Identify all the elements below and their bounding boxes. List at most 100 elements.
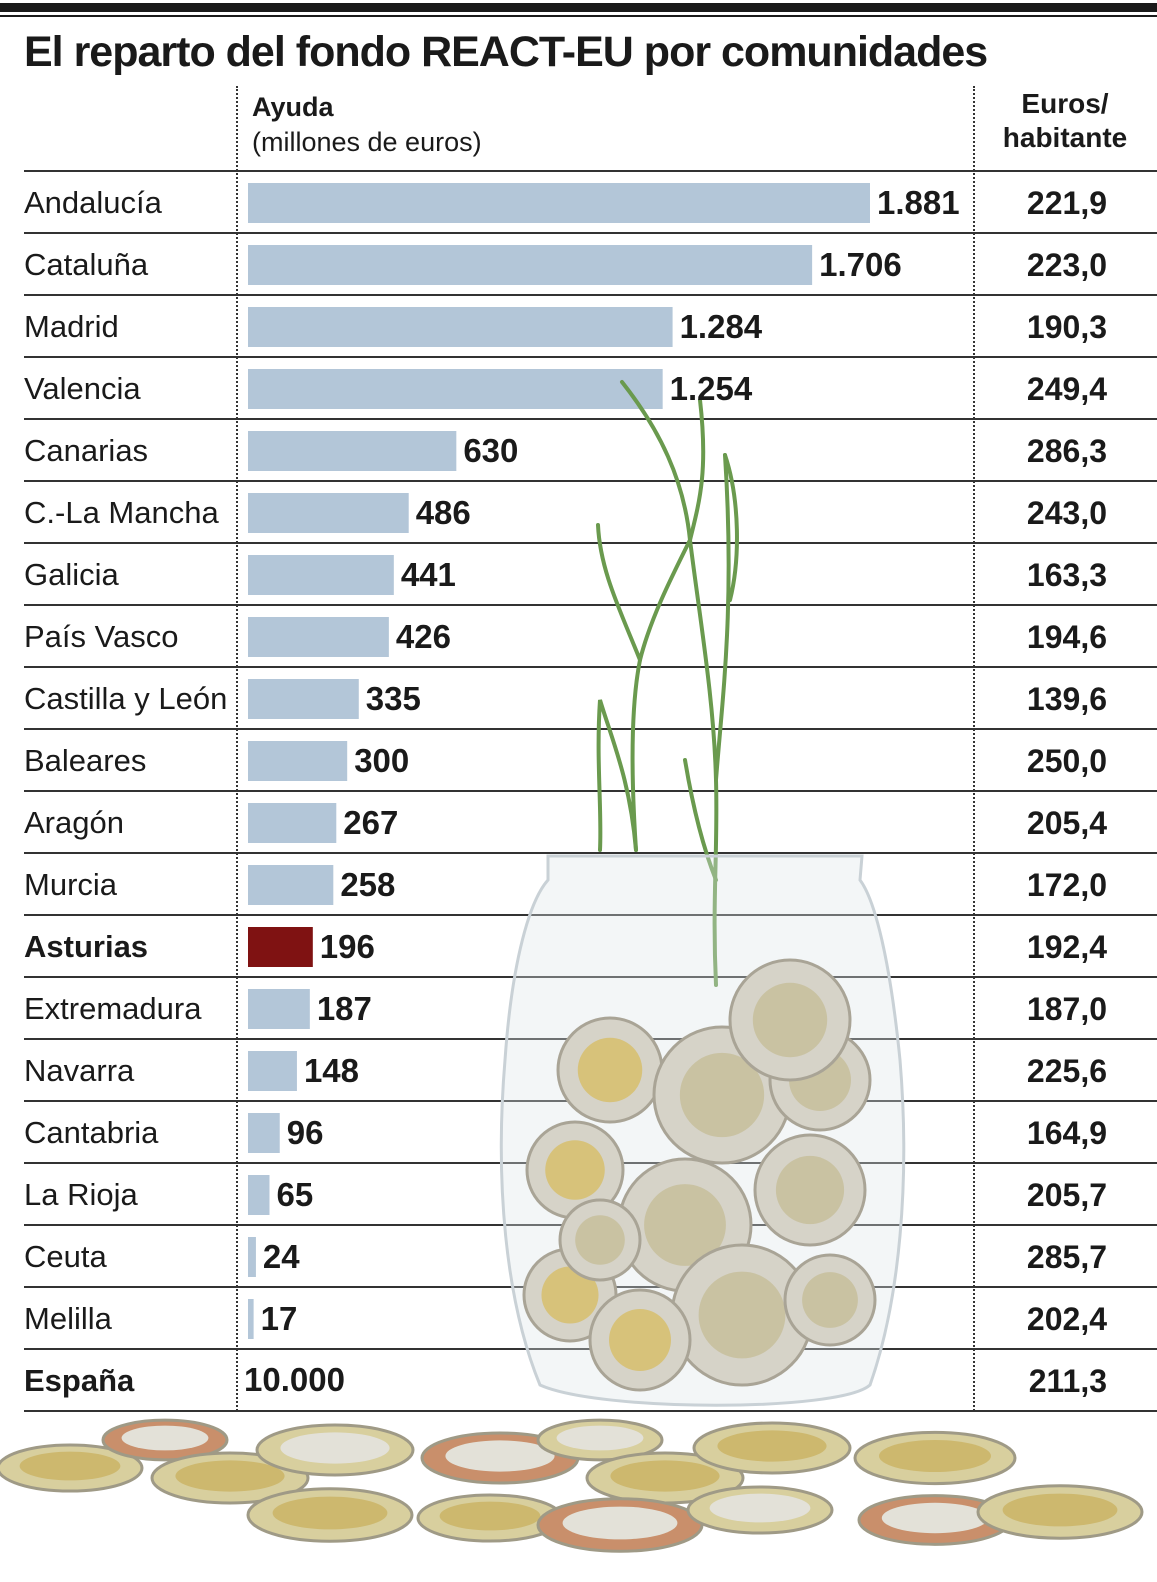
category-label: Castilla y León [24,681,227,716]
row-divider [24,914,1157,916]
category-label: Andalucía [24,185,163,220]
value-label: 335 [366,680,421,717]
percapita-value: 221,9 [1027,185,1107,221]
bar-18 [248,1299,254,1339]
coin-center-icon [679,1052,765,1138]
coin-center-icon [577,1037,643,1103]
value-label: 148 [304,1052,359,1089]
row-divider [24,294,1157,296]
bar-14 [248,1051,297,1091]
row-divider [24,1410,1157,1412]
row-divider [24,604,1157,606]
value-label: 96 [287,1114,324,1151]
bar-2 [248,307,673,347]
percapita-value: 163,3 [1027,557,1107,593]
coin-center-icon [609,1309,671,1371]
coin-center-icon [709,1493,811,1523]
total-label: España [24,1363,135,1398]
row-divider [24,170,1157,172]
value-label: 1.254 [670,370,753,407]
coin-center-icon [1002,1493,1118,1527]
aid-header-unit: (millones de euros) [252,127,482,157]
coin-center-icon [698,1271,786,1359]
value-label: 300 [354,742,409,779]
bar-0 [248,183,870,223]
category-label: Madrid [24,309,119,344]
category-label: Cantabria [24,1115,159,1150]
bar-8 [248,679,359,719]
top-rule [0,3,1157,12]
bar-9 [248,741,348,781]
bar-11 [248,865,334,905]
bar-7 [248,617,389,657]
aid-header-title: Ayuda [252,92,334,122]
column-separator [236,86,238,1411]
percapita-value: 223,0 [1027,247,1107,283]
bar-1 [248,245,813,285]
percapita-value: 285,7 [1027,1239,1107,1275]
plant-stem-icon [688,398,706,542]
percapita-value: 205,7 [1027,1177,1107,1213]
plant-stem-icon [723,453,739,602]
row-divider [24,852,1157,854]
bar-15 [248,1113,280,1153]
bar-17 [248,1237,256,1277]
category-label: Aragón [24,805,124,840]
percapita-value: 250,0 [1027,743,1107,779]
coin-center-icon [280,1432,390,1464]
value-label: 65 [276,1176,313,1213]
coin-center-icon [541,1266,599,1324]
value-label: 258 [340,866,395,903]
percapita-value: 286,3 [1027,433,1107,469]
coin-center-icon [562,1506,678,1540]
value-label: 1.881 [877,184,960,221]
percapita-value: 164,9 [1027,1115,1107,1151]
total-value: 10.000 [244,1361,345,1398]
coin-center-icon [802,1272,858,1328]
category-label: La Rioja [24,1177,138,1212]
percapita-value: 225,6 [1027,1053,1107,1089]
value-label: 441 [401,556,456,593]
percapita-value: 172,0 [1027,867,1107,903]
plant-stem-icon [596,699,638,852]
total-percapita: 211,3 [1029,1363,1107,1399]
percapita-value: 194,6 [1027,619,1107,655]
percapita-value: 202,4 [1027,1301,1107,1337]
coin-center-icon [644,1184,726,1266]
category-label: Melilla [24,1301,113,1336]
coin-jar-illustration [0,380,1144,1553]
category-label: C.-La Mancha [24,495,219,530]
value-label: 267 [343,804,398,841]
coin-center-icon [879,1440,991,1472]
value-label: 1.706 [819,246,902,283]
coin-center-icon [717,1430,827,1462]
percapita-value: 243,0 [1027,495,1107,531]
bar-6 [248,555,394,595]
percapita-value: 190,3 [1027,309,1107,345]
coin-center-icon [556,1425,644,1451]
percapita-value: 187,0 [1027,991,1107,1027]
plant-stem-icon [714,453,731,782]
value-label: 196 [320,928,375,965]
bar-10 [248,803,337,843]
top-rule-thin [0,15,1157,17]
coin-center-icon [575,1215,625,1265]
bars-layer [248,183,870,1339]
percapita-header-line1: Euros/ [1021,88,1109,119]
row-divider [24,232,1157,234]
category-label: Valencia [24,371,141,406]
percapita-value: 192,4 [1027,929,1107,965]
column-separator [973,86,975,1411]
row-divider [24,542,1157,544]
category-label: Galicia [24,557,120,592]
coin-center-icon [610,1460,720,1492]
coin-center-icon [545,1140,605,1200]
value-label: 426 [396,618,451,655]
category-label: Baleares [24,743,146,778]
bar-16 [248,1175,270,1215]
plant-stem-icon [683,758,718,882]
category-label: Ceuta [24,1239,107,1274]
row-divider [24,790,1157,792]
coin-center-icon [445,1440,555,1472]
